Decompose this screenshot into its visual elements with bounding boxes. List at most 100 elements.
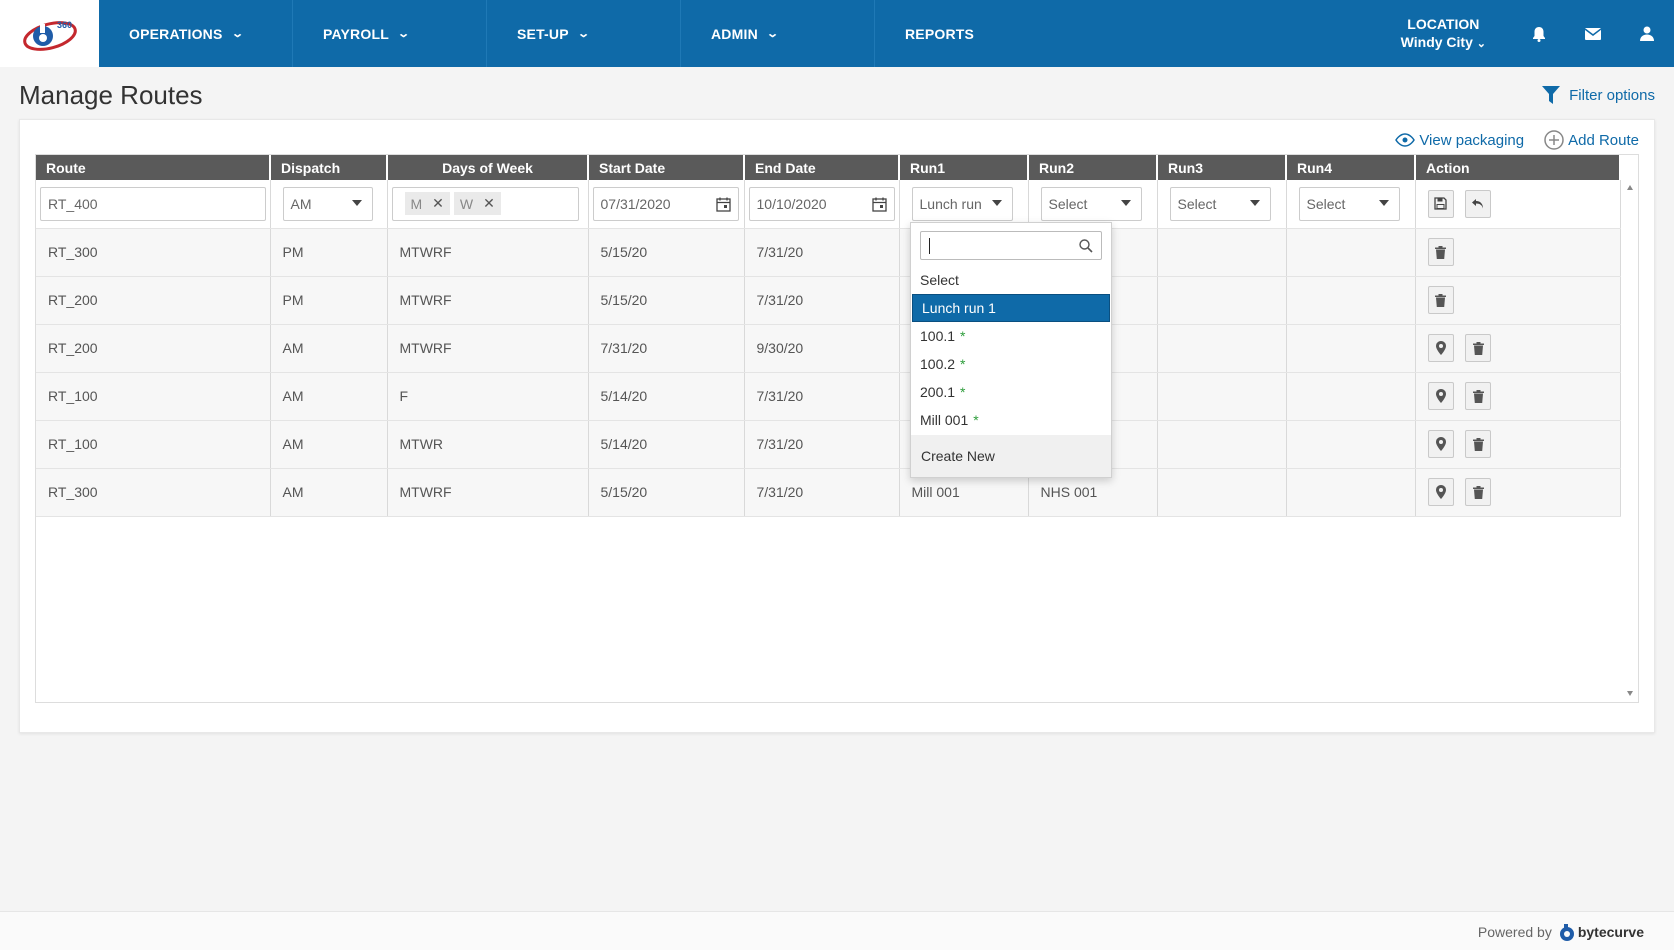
nav-payroll[interactable]: PAYROLL ⌄ <box>293 0 487 67</box>
cell-end-date: 9/30/20 <box>744 324 900 373</box>
calendar-icon[interactable] <box>871 197 887 212</box>
trash-icon <box>1472 485 1484 499</box>
map-pin-button[interactable] <box>1427 382 1454 410</box>
cell-dispatch: AM <box>270 324 388 373</box>
table-row[interactable]: RT_100 AM MTWR 5/14/20 7/31/20 <box>36 420 1621 469</box>
caret-down-icon <box>1378 199 1389 206</box>
calendar-icon[interactable] <box>715 197 731 212</box>
dropdown-search-input[interactable] <box>920 231 1102 260</box>
end-date-value: 10/10/2020 <box>756 195 827 212</box>
delete-button[interactable] <box>1427 238 1454 266</box>
day-tag: W ✕ <box>453 192 501 216</box>
dropdown-option[interactable]: Mill 001 * <box>911 406 1111 434</box>
dropdown-option[interactable]: 200.1 * <box>911 378 1111 406</box>
undo-button[interactable] <box>1465 189 1492 218</box>
cell-run4 <box>1286 372 1416 421</box>
nav-reports[interactable]: REPORTS <box>905 25 975 42</box>
route-input[interactable]: RT_400 <box>40 186 266 221</box>
save-button[interactable] <box>1427 189 1454 218</box>
cell-action <box>1415 420 1621 469</box>
run4-select[interactable]: Select <box>1298 186 1400 221</box>
header-action: Action <box>1415 155 1621 180</box>
cell-action <box>1415 228 1621 277</box>
nav-setup[interactable]: SET-UP ⌄ <box>487 0 681 67</box>
nav-admin[interactable]: ADMIN ⌄ <box>681 0 875 67</box>
map-pin-button[interactable] <box>1427 334 1454 362</box>
cell-days: MTWRF <box>387 324 589 373</box>
cell-end-date: 7/31/20 <box>744 420 900 469</box>
dropdown-option[interactable]: 100.1 * <box>911 322 1111 350</box>
dispatch-value: AM <box>290 195 312 212</box>
app-logo[interactable]: 360 <box>0 0 99 67</box>
run2-select[interactable]: Select <box>1040 186 1142 221</box>
create-new-option[interactable]: Create New <box>911 435 1111 477</box>
nav-operations[interactable]: OPERATIONS ⌄ <box>99 0 293 67</box>
cell-start-date: 5/14/20 <box>588 372 745 421</box>
cell-end-date: 7/31/20 <box>744 372 900 421</box>
start-date-input[interactable]: 07/31/2020 <box>592 186 739 221</box>
location-selector[interactable]: LOCATION Windy City ⌄ <box>1401 15 1486 53</box>
add-route-button[interactable]: Add Route <box>1544 130 1639 150</box>
close-icon[interactable]: ✕ <box>432 195 444 212</box>
mail-icon[interactable] <box>1566 0 1620 67</box>
delete-button[interactable] <box>1465 382 1492 410</box>
header-route[interactable]: Route <box>36 155 271 180</box>
days-multiselect[interactable]: M ✕ W ✕ <box>391 186 579 221</box>
header-end-date[interactable]: End Date <box>744 155 900 180</box>
header-dispatch[interactable]: Dispatch <box>270 155 388 180</box>
end-date-input[interactable]: 10/10/2020 <box>748 186 895 221</box>
table-row[interactable]: RT_300 PM MTWRF 5/15/20 7/31/20 <box>36 228 1621 277</box>
cell-days: MTWRF <box>387 276 589 325</box>
view-packaging-link[interactable]: View packaging <box>1395 132 1524 149</box>
dropdown-option[interactable]: Select <box>911 266 1111 294</box>
footer: Powered by bytecurve <box>0 911 1674 950</box>
option-star: * <box>960 384 966 400</box>
delete-button[interactable] <box>1465 334 1492 362</box>
run1-dropdown-menu: Select Lunch run 1 100.1 * 100.2 * 200.1 * … <box>910 222 1112 478</box>
chevron-down-icon: ⌄ <box>576 28 591 40</box>
header-run1[interactable]: Run1 <box>899 155 1029 180</box>
bytecurve-logo-icon <box>1559 924 1574 941</box>
cell-days: MTWRF <box>387 228 589 277</box>
delete-button[interactable] <box>1427 286 1454 314</box>
cell-run3 <box>1157 420 1287 469</box>
undo-icon <box>1472 198 1484 209</box>
caret-down-icon <box>1120 199 1131 206</box>
table-row[interactable]: RT_100 AM F 5/14/20 7/31/20 <box>36 372 1621 421</box>
header-start-date[interactable]: Start Date <box>588 155 745 180</box>
day-tag: M ✕ <box>404 192 450 216</box>
run1-select[interactable]: Lunch run <box>911 186 1013 221</box>
dropdown-option[interactable]: 100.2 * <box>911 350 1111 378</box>
delete-button[interactable] <box>1465 478 1492 506</box>
table-row[interactable]: RT_200 AM MTWRF 7/31/20 9/30/20 <box>36 324 1621 373</box>
header-days-of-week[interactable]: Days of Week <box>387 155 589 180</box>
cell-start-date: 5/15/20 <box>588 228 745 277</box>
delete-button[interactable] <box>1465 430 1492 458</box>
map-pin-button[interactable] <box>1427 430 1454 458</box>
dispatch-select[interactable]: AM <box>282 186 373 221</box>
option-label: 200.1 <box>920 384 956 400</box>
cell-days: MTWR <box>387 420 589 469</box>
header-run2[interactable]: Run2 <box>1028 155 1158 180</box>
routes-card: View packaging Add Route Route Dispatch … <box>19 119 1655 733</box>
table-header-row: Route Dispatch Days of Week Start Date E… <box>36 155 1621 180</box>
table-row[interactable]: RT_300 AM MTWRF 5/15/20 7/31/20 Mill 001… <box>36 468 1621 517</box>
header-run4[interactable]: Run4 <box>1286 155 1416 180</box>
edit-row: RT_400 AM M ✕ W ✕ 07/31/2020 10/10/2020 Lu… <box>36 180 1621 229</box>
table-row[interactable]: RT_200 PM MTWRF 5/15/20 7/31/20 <box>36 276 1621 325</box>
scroll-down-arrow[interactable] <box>1627 691 1633 696</box>
dropdown-option-selected[interactable]: Lunch run 1 <box>912 294 1110 322</box>
run4-value: Select <box>1306 195 1346 212</box>
option-star: * <box>960 328 966 344</box>
option-label: 100.2 <box>920 356 956 372</box>
close-icon[interactable]: ✕ <box>483 195 495 212</box>
filter-options-button[interactable]: Filter options <box>1542 86 1655 104</box>
map-pin-button[interactable] <box>1427 478 1454 506</box>
chevron-down-icon: ⌄ <box>397 28 411 40</box>
cell-end-date: 7/31/20 <box>744 468 900 517</box>
bell-icon[interactable] <box>1512 0 1566 67</box>
scroll-up-arrow[interactable] <box>1627 185 1633 190</box>
run3-select[interactable]: Select <box>1169 186 1271 221</box>
user-icon[interactable] <box>1620 0 1674 67</box>
header-run3[interactable]: Run3 <box>1157 155 1287 180</box>
